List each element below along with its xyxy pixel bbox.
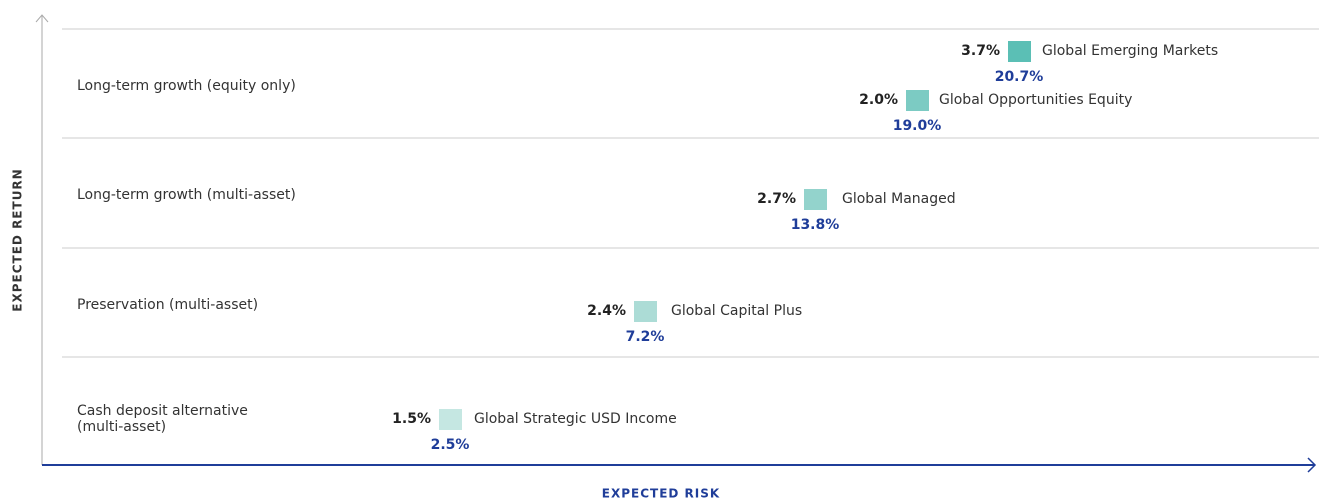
fund-return: 3.7%	[961, 43, 1000, 59]
fund-name: Global Opportunities Equity	[939, 92, 1132, 108]
band-label: Long-term growth (equity only)	[77, 78, 296, 94]
fund-return: 2.0%	[859, 92, 898, 108]
band-label: Preservation (multi-asset)	[77, 297, 258, 313]
fund-name: Global Strategic USD Income	[474, 411, 677, 427]
fund-risk: 19.0%	[893, 118, 942, 134]
fund-marker	[804, 189, 827, 210]
band-label: Cash deposit alternative	[77, 403, 248, 419]
band-label: Long-term growth (multi-asset)	[77, 187, 296, 203]
x-arrow	[1307, 457, 1317, 473]
fund-risk: 2.5%	[431, 437, 470, 453]
fund-name: Global Emerging Markets	[1042, 43, 1218, 59]
fund-risk: 7.2%	[626, 329, 665, 345]
fund-marker	[906, 90, 929, 111]
fund-name: Global Capital Plus	[671, 303, 802, 319]
fund-marker	[634, 301, 657, 322]
fund-marker	[439, 409, 462, 430]
fund-return: 1.5%	[392, 411, 431, 427]
band-label: (multi-asset)	[77, 419, 166, 435]
fund-return: 2.7%	[757, 191, 796, 207]
y-axis-title: EXPECTED RETURN	[11, 168, 25, 311]
fund-marker	[1008, 41, 1031, 62]
y-arrow	[35, 14, 49, 23]
fund-name: Global Managed	[842, 191, 956, 207]
x-axis-title: EXPECTED RISK	[602, 487, 720, 501]
fund-risk: 13.8%	[791, 217, 840, 233]
fund-return: 2.4%	[587, 303, 626, 319]
fund-risk: 20.7%	[995, 69, 1044, 85]
